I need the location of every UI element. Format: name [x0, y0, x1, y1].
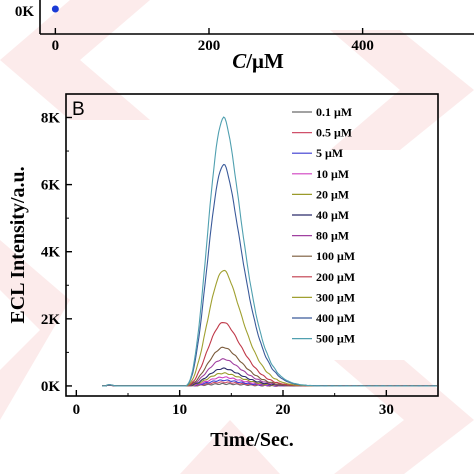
legend: 0.1 μM 0.5 μM 5 μM 10 μM 20 μM 40 μM 80 μM 100 …	[292, 105, 355, 346]
panel-a-x-tick-label: 0	[52, 38, 60, 54]
legend-entry: 10 μM	[316, 167, 349, 181]
legend-entry: 40 μM	[316, 208, 349, 222]
x-tick-label: 30	[379, 402, 394, 418]
x-tick-label: 20	[276, 402, 291, 418]
x-tick-label: 10	[172, 402, 187, 418]
legend-entry: 5 μM	[316, 146, 343, 160]
legend-entry: 0.1 μM	[316, 105, 352, 119]
y-tick-label: 4K	[41, 245, 61, 261]
y-tick-label: 0K	[41, 379, 61, 395]
panel-b-x-axis-label: Time/Sec.	[210, 429, 294, 451]
panel-b-y-axis-label: ECL Intensity/a.u.	[7, 166, 29, 323]
panel-a-chart: 0K 0 200 400 C/μM	[15, 0, 474, 73]
panel-a-x-tick-label: 400	[351, 38, 374, 54]
panel-a-y-tick-label: 0K	[15, 4, 35, 20]
panel-b-frame	[65, 93, 439, 397]
panel-a-x-axis-label: C/μM	[232, 49, 284, 73]
y-tick-label: 2K	[41, 312, 61, 328]
legend-entry: 400 μM	[316, 311, 355, 325]
legend-entry: 300 μM	[316, 290, 355, 304]
y-tick-label: 8K	[41, 110, 61, 126]
series-line	[102, 163, 438, 387]
x-tick-label: 0	[73, 402, 81, 418]
legend-entry: 200 μM	[316, 270, 355, 284]
watermark-shape	[0, 240, 70, 420]
panel-a-data-point	[51, 5, 59, 13]
panel-b-label: B	[72, 99, 85, 120]
legend-entry: 0.5 μM	[316, 126, 352, 140]
legend-entry: 500 μM	[316, 332, 355, 346]
watermark-shape	[0, 0, 150, 120]
watermark-shape	[334, 360, 474, 474]
watermark-shape	[180, 420, 280, 474]
watermark-shape	[330, 30, 474, 150]
panel-a-x-tick-label: 200	[198, 38, 221, 54]
legend-entry: 100 μM	[316, 249, 355, 263]
legend-entry: 80 μM	[316, 229, 349, 243]
y-tick-label: 6K	[41, 178, 61, 194]
panel-b-chart: B 0 10 20 30 0K 2K 4K 6K 8K 0.1 μM 0.5 μM 5 μM 10 μ…	[7, 93, 439, 451]
legend-entry: 20 μM	[316, 187, 349, 201]
series-line	[102, 116, 437, 387]
